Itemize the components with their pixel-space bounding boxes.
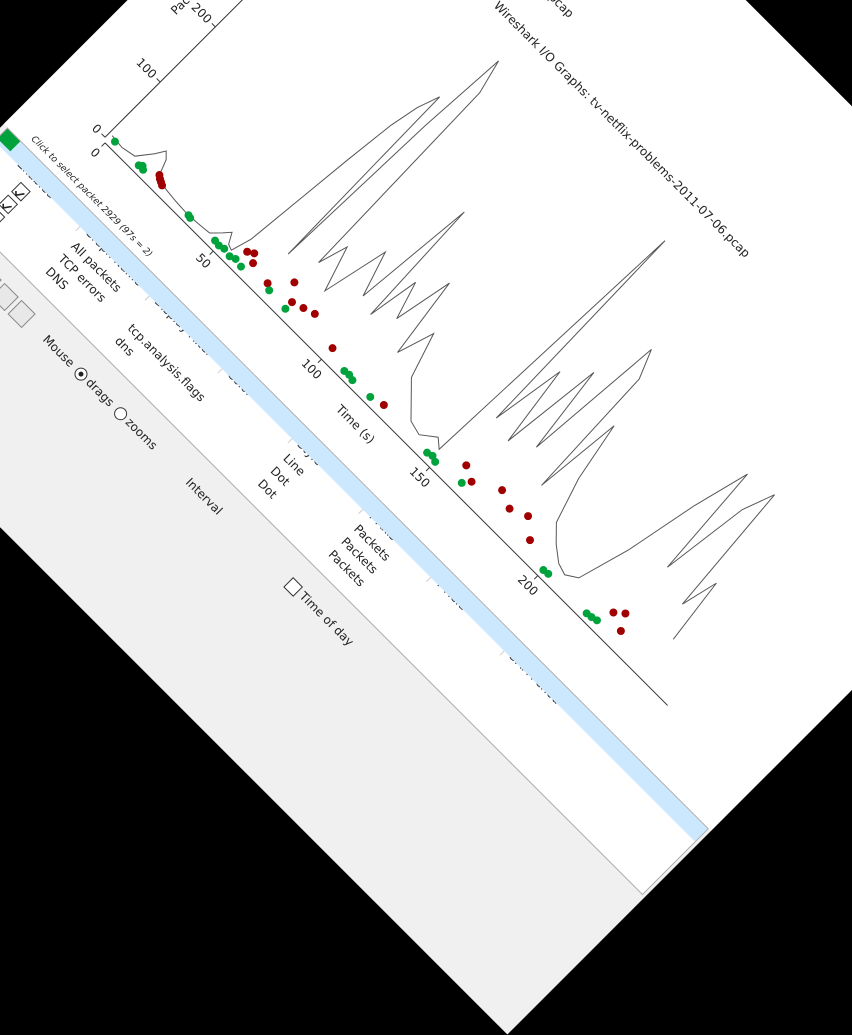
series-dot [250,249,259,258]
series-dot [310,309,319,318]
series-dot [249,259,258,268]
series-dot [158,181,167,190]
series-dot [366,392,375,401]
series-dot [379,401,388,410]
series-dot [348,376,357,385]
series-dot [225,252,234,261]
series-dot [616,627,625,636]
series-dot [457,478,466,487]
y-tick [211,23,216,28]
x-tick [317,358,322,364]
series-dot [139,165,148,174]
y-tick [101,133,106,138]
enabled-checkbox[interactable] [10,181,31,202]
series-dot [462,461,471,470]
check-mark [0,211,2,228]
x-tick [425,467,430,472]
series-dot [265,286,274,295]
x-tick [533,575,539,580]
series-dot [609,608,618,617]
series-dot [592,616,601,625]
series-dot [467,477,476,486]
series-dot [328,344,337,353]
y-tick [156,78,161,83]
series-dot [110,137,119,146]
plot-background [3,0,852,831]
series-dot [498,486,507,495]
series-dot [281,304,290,313]
series-dot [287,298,296,307]
graph-table: EnabledGraph NameDisplay FilterColorStyl… [0,127,709,896]
series-dot [231,254,240,263]
x-tick-label: 50 [193,251,214,272]
check-mark [2,203,12,209]
series-dot [524,512,533,521]
series-dot [621,609,630,618]
x-tick [209,250,214,255]
series-dot [243,247,252,256]
series-dot [505,504,514,513]
enabled-checkbox[interactable] [0,194,19,215]
y-axis [104,0,360,138]
series-line [111,60,775,640]
series-dot [220,244,229,253]
series-dot [299,304,308,313]
series-dot [431,457,440,466]
series-dot [428,451,437,460]
series-dot [290,278,299,287]
radio-dot [77,370,85,378]
series-dot [186,213,195,222]
series-dot [263,279,272,288]
check-mark [15,190,25,197]
series-dot [237,262,246,271]
x-axis [104,142,668,706]
series-dot [526,536,535,545]
x-tick [101,142,106,147]
series-dot [544,569,553,578]
